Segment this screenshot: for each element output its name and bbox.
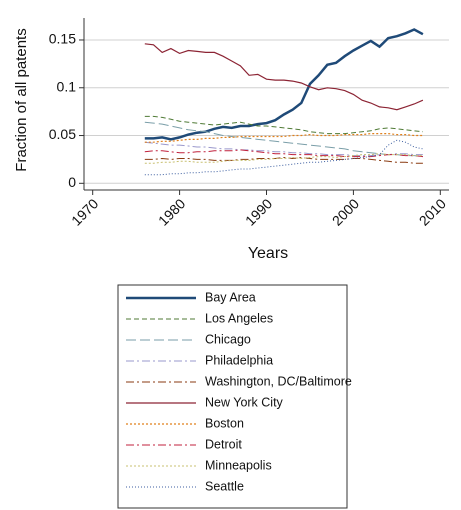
y-tick-label: 0.05 (49, 126, 76, 142)
series-line (144, 43, 424, 111)
x-tick-label: 1990 (242, 195, 275, 228)
legend-label: Los Angeles (205, 311, 273, 325)
y-tick-label: 0 (68, 174, 76, 190)
series-line (144, 133, 423, 143)
legend-label: Bay Area (205, 290, 256, 304)
legend-label: Chicago (205, 332, 251, 346)
series-line (144, 121, 423, 158)
series-line (144, 153, 423, 164)
legend-label: Boston (205, 416, 244, 430)
y-tick-label: 0.1 (57, 78, 77, 94)
legend-label: New York City (205, 395, 284, 409)
x-tick-label: 1980 (155, 195, 188, 228)
series-line (144, 115, 423, 135)
series-line (144, 141, 423, 157)
x-tick-label: 2010 (416, 195, 449, 228)
legend-label: Seattle (205, 479, 244, 493)
y-axis-label: Fraction of all patents (13, 28, 30, 171)
series-line (144, 156, 423, 164)
x-tick-label: 2000 (329, 195, 362, 228)
legend-label: Washington, DC/Baltimore (205, 374, 352, 388)
x-tick-label: 1970 (68, 195, 101, 228)
legend-label: Minneapolis (205, 458, 272, 472)
legend-label: Philadelphia (205, 353, 273, 367)
x-axis-label: Years (248, 245, 288, 262)
legend-box (117, 284, 348, 509)
series-line (144, 28, 424, 141)
legend-label: Detroit (205, 437, 242, 451)
y-tick-label: 0.15 (49, 31, 76, 47)
series-line (144, 149, 423, 158)
